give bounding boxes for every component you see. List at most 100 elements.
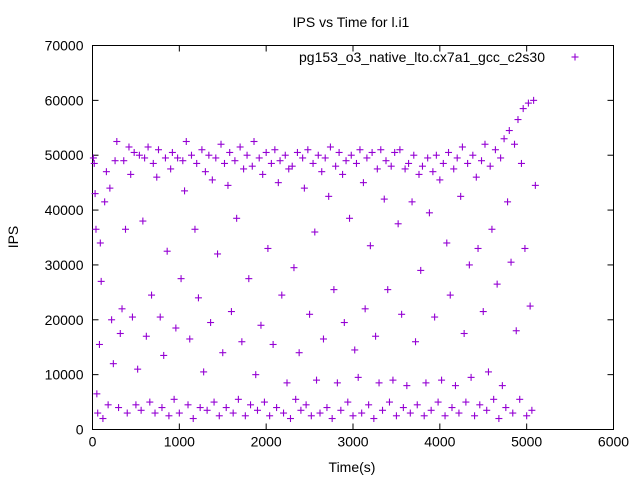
data-point (227, 308, 235, 316)
data-point (504, 198, 512, 206)
data-point (526, 302, 534, 310)
data-point (441, 412, 449, 420)
data-point (300, 184, 308, 192)
data-point (142, 332, 150, 340)
y-tick-label: 60000 (45, 92, 84, 108)
data-point (366, 242, 374, 250)
data-point (519, 105, 527, 113)
data-point (257, 321, 265, 329)
data-point (266, 412, 274, 420)
data-point (333, 379, 341, 387)
data-point (344, 398, 352, 406)
data-point (92, 225, 100, 233)
data-point (478, 157, 486, 165)
data-point (215, 412, 223, 420)
data-point (524, 99, 532, 107)
data-point (132, 401, 140, 409)
data-point (247, 401, 255, 409)
data-point (420, 412, 428, 420)
x-tick-label: 5000 (511, 434, 542, 450)
data-point (267, 159, 275, 167)
data-point (207, 319, 215, 327)
y-tick-label: 20000 (45, 312, 84, 328)
data-point (392, 412, 400, 420)
data-point (201, 168, 209, 176)
data-point (309, 159, 317, 167)
data-point (271, 146, 279, 154)
data-point (116, 330, 124, 337)
data-point (222, 404, 230, 412)
data-point (295, 349, 303, 357)
data-point (326, 143, 334, 151)
data-point (497, 154, 505, 162)
data-point (349, 412, 357, 420)
data-point (214, 250, 222, 258)
data-point (241, 412, 249, 420)
data-point (102, 168, 110, 176)
data-point (120, 157, 128, 165)
data-point (219, 349, 227, 357)
data-point (436, 176, 444, 184)
data-point (297, 406, 305, 414)
data-point (158, 404, 166, 412)
data-point (194, 294, 202, 302)
data-point (462, 398, 470, 406)
data-point (200, 368, 208, 376)
data-point (278, 291, 286, 299)
chart-title: IPS vs Time for l.i1 (293, 14, 410, 30)
data-points (89, 96, 539, 423)
data-point (432, 151, 440, 159)
data-point (464, 159, 472, 167)
data-point (283, 379, 291, 387)
data-point (91, 190, 99, 198)
data-point (262, 148, 270, 156)
data-point (446, 291, 454, 299)
data-point (252, 371, 260, 379)
data-point (253, 406, 261, 414)
data-point (165, 412, 173, 420)
data-point (484, 368, 492, 376)
y-tick-label: 10000 (45, 367, 84, 383)
data-point (359, 179, 367, 187)
data-point (311, 228, 319, 236)
data-point (339, 170, 347, 178)
data-point (491, 146, 499, 154)
data-point (208, 176, 216, 184)
data-point (335, 148, 343, 156)
data-point (113, 138, 121, 145)
data-point (187, 151, 195, 159)
data-point (139, 217, 147, 225)
plot-frame (92, 45, 614, 430)
data-point (172, 324, 180, 332)
data-point (410, 151, 418, 159)
data-point (104, 401, 112, 409)
data-point (382, 157, 390, 165)
data-point (427, 406, 435, 414)
data-point (431, 313, 439, 321)
data-point (288, 162, 296, 170)
data-point (379, 406, 387, 414)
data-point (377, 146, 385, 154)
data-point (358, 409, 366, 417)
data-point (99, 415, 107, 423)
data-point (405, 159, 413, 167)
data-point (455, 409, 463, 417)
data-point (476, 401, 484, 409)
data-point (163, 247, 171, 255)
data-point (425, 209, 433, 217)
data-point (182, 138, 190, 145)
y-tick-label: 0 (76, 422, 84, 438)
data-point (304, 146, 312, 154)
x-tick-label: 1000 (164, 434, 195, 450)
data-point (177, 275, 185, 283)
data-point (394, 220, 402, 228)
data-point (264, 244, 272, 252)
data-point (115, 404, 123, 412)
data-point (93, 390, 101, 398)
data-point (236, 143, 244, 151)
data-point (460, 330, 468, 337)
data-point (153, 173, 161, 181)
data-point (269, 340, 277, 348)
data-point (363, 154, 371, 162)
data-point (274, 179, 282, 187)
